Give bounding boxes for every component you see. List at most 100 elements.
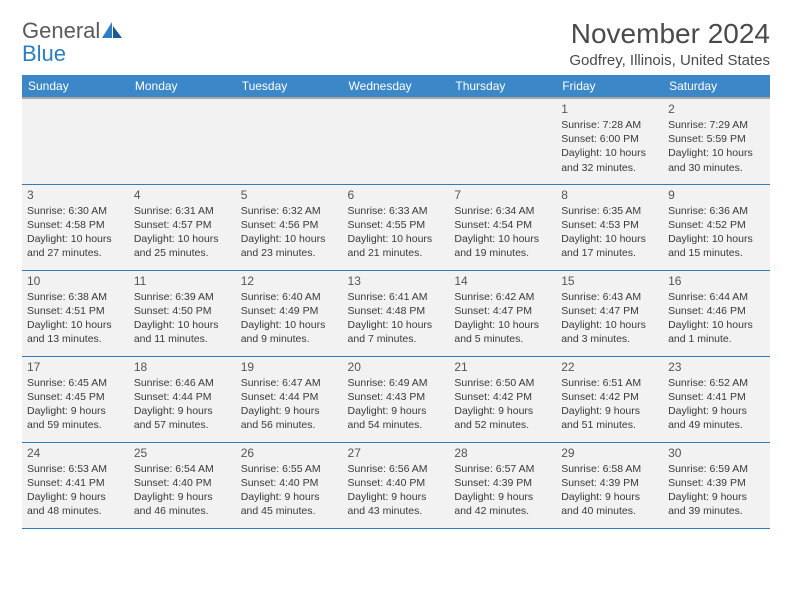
- sunset-text: Sunset: 4:58 PM: [27, 218, 124, 232]
- sunrise-text: Sunrise: 6:51 AM: [561, 376, 658, 390]
- sunrise-text: Sunrise: 6:33 AM: [348, 204, 445, 218]
- day-number: 8: [561, 188, 658, 202]
- col-tuesday: Tuesday: [236, 75, 343, 98]
- daylight-text: Daylight: 10 hours and 13 minutes.: [27, 318, 124, 346]
- day-cell: 17Sunrise: 6:45 AMSunset: 4:45 PMDayligh…: [22, 356, 129, 442]
- sunset-text: Sunset: 4:46 PM: [668, 304, 765, 318]
- daylight-text: Daylight: 10 hours and 1 minute.: [668, 318, 765, 346]
- sunset-text: Sunset: 4:51 PM: [27, 304, 124, 318]
- day-cell: 25 Sunrise: 6:54 AMSunset: 4:40 PMDayligh…: [129, 442, 236, 528]
- day-number: 9: [668, 188, 765, 202]
- daylight-text: Daylight: 9 hours and 56 minutes.: [241, 404, 338, 432]
- day-number: 25: [134, 446, 231, 460]
- daylight-text: Daylight: 9 hours and 57 minutes.: [134, 404, 231, 432]
- day-cell: 21Sunrise: 6:50 AMSunset: 4:42 PMDayligh…: [449, 356, 556, 442]
- day-number: 15: [561, 274, 658, 288]
- sunrise-text: Sunrise: 6:55 AM: [241, 462, 338, 476]
- daylight-text: Daylight: 10 hours and 7 minutes.: [348, 318, 445, 346]
- sunrise-text: Sunrise: 6:35 AM: [561, 204, 658, 218]
- sunrise-text: Sunrise: 6:56 AM: [348, 462, 445, 476]
- sunset-text: Sunset: 4:40 PM: [348, 476, 445, 490]
- day-number: 3: [27, 188, 124, 202]
- sunset-text: Sunset: 4:42 PM: [454, 390, 551, 404]
- daylight-text: Daylight: 10 hours and 9 minutes.: [241, 318, 338, 346]
- day-cell: 16Sunrise: 6:44 AMSunset: 4:46 PMDayligh…: [663, 270, 770, 356]
- sunrise-text: Sunrise: 6:34 AM: [454, 204, 551, 218]
- sunset-text: Sunset: 4:43 PM: [348, 390, 445, 404]
- daylight-text: Daylight: 10 hours and 5 minutes.: [454, 318, 551, 346]
- sunrise-text: Sunrise: 6:43 AM: [561, 290, 658, 304]
- sunset-text: Sunset: 4:41 PM: [668, 390, 765, 404]
- day-cell: 10Sunrise: 6:38 AMSunset: 4:51 PMDayligh…: [22, 270, 129, 356]
- week-row: 10Sunrise: 6:38 AMSunset: 4:51 PMDayligh…: [22, 270, 770, 356]
- day-number: 12: [241, 274, 338, 288]
- day-number: 22: [561, 360, 658, 374]
- day-number: 21: [454, 360, 551, 374]
- week-row: 1Sunrise: 7:28 AMSunset: 6:00 PMDaylight…: [22, 98, 770, 184]
- sunset-text: Sunset: 4:47 PM: [454, 304, 551, 318]
- week-row: 24Sunrise: 6:53 AMSunset: 4:41 PMDayligh…: [22, 442, 770, 528]
- daylight-text: Daylight: 10 hours and 17 minutes.: [561, 232, 658, 260]
- day-number: 11: [134, 274, 231, 288]
- sunset-text: Sunset: 4:52 PM: [668, 218, 765, 232]
- daylight-text: Daylight: 9 hours and 43 minutes.: [348, 490, 445, 518]
- sunset-text: Sunset: 4:39 PM: [454, 476, 551, 490]
- day-number: 16: [668, 274, 765, 288]
- sunset-text: Sunset: 4:49 PM: [241, 304, 338, 318]
- day-cell: 14Sunrise: 6:42 AMSunset: 4:47 PMDayligh…: [449, 270, 556, 356]
- day-number: 17: [27, 360, 124, 374]
- day-cell: 19Sunrise: 6:47 AMSunset: 4:44 PMDayligh…: [236, 356, 343, 442]
- sunrise-text: Sunrise: 7:28 AM: [561, 118, 658, 132]
- week-row: 17Sunrise: 6:45 AMSunset: 4:45 PMDayligh…: [22, 356, 770, 442]
- sunrise-text: Sunrise: 6:52 AM: [668, 376, 765, 390]
- day-number: 19: [241, 360, 338, 374]
- day-cell: 18Sunrise: 6:46 AMSunset: 4:44 PMDayligh…: [129, 356, 236, 442]
- daylight-text: Daylight: 10 hours and 27 minutes.: [27, 232, 124, 260]
- sunrise-text: Sunrise: 6:57 AM: [454, 462, 551, 476]
- daylight-text: Daylight: 9 hours and 46 minutes.: [134, 490, 231, 518]
- day-number: 1: [561, 102, 658, 116]
- day-cell: 30Sunrise: 6:59 AMSunset: 4:39 PMDayligh…: [663, 442, 770, 528]
- sunset-text: Sunset: 4:50 PM: [134, 304, 231, 318]
- day-cell: [343, 98, 450, 184]
- sunrise-text: Sunrise: 6:36 AM: [668, 204, 765, 218]
- daylight-text: Daylight: 10 hours and 3 minutes.: [561, 318, 658, 346]
- daylight-text: Daylight: 10 hours and 23 minutes.: [241, 232, 338, 260]
- sunrise-text: Sunrise: 7:29 AM: [668, 118, 765, 132]
- daylight-text: Daylight: 9 hours and 45 minutes.: [241, 490, 338, 518]
- day-cell: [129, 98, 236, 184]
- day-cell: 28Sunrise: 6:57 AMSunset: 4:39 PMDayligh…: [449, 442, 556, 528]
- day-number: 27: [348, 446, 445, 460]
- col-saturday: Saturday: [663, 75, 770, 98]
- logo-text-2: Blue: [22, 41, 66, 66]
- day-cell: 2Sunrise: 7:29 AMSunset: 5:59 PMDaylight…: [663, 98, 770, 184]
- day-number: 2: [668, 102, 765, 116]
- logo-sail-icon: [102, 22, 122, 43]
- sunrise-text: Sunrise: 6:59 AM: [668, 462, 765, 476]
- sunrise-text: Sunrise: 6:47 AM: [241, 376, 338, 390]
- sunset-text: Sunset: 4:44 PM: [134, 390, 231, 404]
- sunset-text: Sunset: 6:00 PM: [561, 132, 658, 146]
- day-cell: [22, 98, 129, 184]
- day-cell: 1Sunrise: 7:28 AMSunset: 6:00 PMDaylight…: [556, 98, 663, 184]
- day-cell: [236, 98, 343, 184]
- day-number: 7: [454, 188, 551, 202]
- calendar-body: 1 Sunrise: 7:28 AMSunset: 6:00 PM Daylight…: [22, 98, 770, 528]
- sunrise-text: Sunrise: 6:41 AM: [348, 290, 445, 304]
- title-block: November 2024 Godfrey, Illinois, United …: [569, 18, 770, 69]
- sunrise-text: Sunrise: 6:30 AM: [27, 204, 124, 218]
- sunrise-text: Sunrise: 6:40 AM: [241, 290, 338, 304]
- day-cell: 4Sunrise: 6:31 AMSunset: 4:57 PMDaylight…: [129, 184, 236, 270]
- col-wednesday: Wednesday: [343, 75, 450, 98]
- day-number: 24: [27, 446, 124, 460]
- logo: General Blue: [22, 18, 122, 66]
- sunset-text: Sunset: 4:40 PM: [134, 476, 231, 490]
- daylight-text: Daylight: 10 hours and 15 minutes.: [668, 232, 765, 260]
- day-number: 28: [454, 446, 551, 460]
- daylight-text: Daylight: 9 hours and 52 minutes.: [454, 404, 551, 432]
- sunrise-text: Sunrise: 6:54 AM: [134, 462, 231, 476]
- day-cell: 27 Sunrise: 6:56 AMSunset: 4:40 PMDayligh…: [343, 442, 450, 528]
- sunset-text: Sunset: 4:48 PM: [348, 304, 445, 318]
- sunset-text: Sunset: 4:39 PM: [668, 476, 765, 490]
- day-number: 30: [668, 446, 765, 460]
